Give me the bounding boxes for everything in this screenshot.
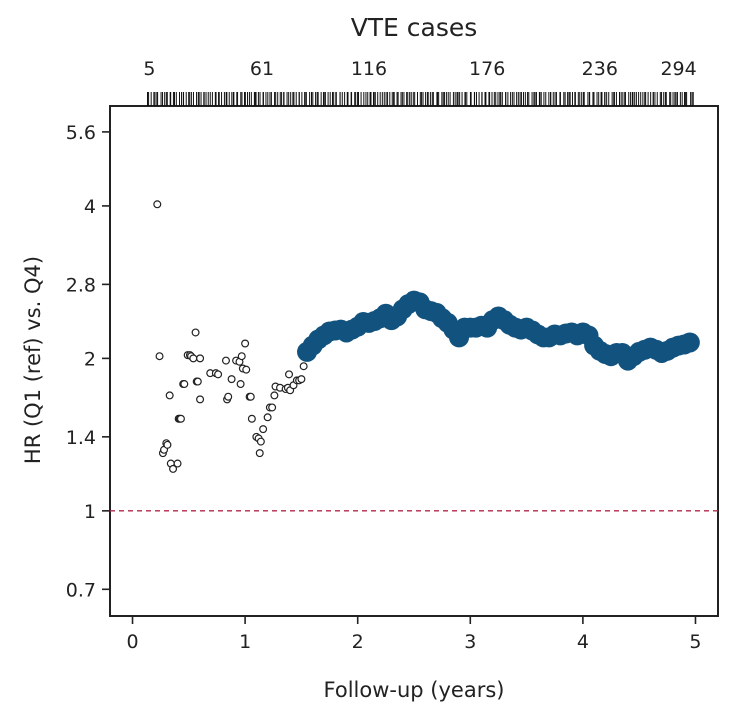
y-tick-label: 1.4 — [66, 427, 96, 449]
early-estimate-point — [237, 352, 246, 361]
top-tick-label: 294 — [660, 58, 696, 80]
rug-marks — [147, 92, 694, 106]
y-tick-label: 2.8 — [66, 274, 96, 296]
x-tick-label: 2 — [352, 631, 364, 653]
early-estimate-point — [256, 437, 265, 446]
early-estimate-point — [189, 354, 198, 363]
early-estimate-point — [180, 380, 189, 389]
early-estimate-point — [196, 395, 205, 404]
early-estimate-point — [176, 414, 185, 423]
early-estimate-point — [214, 370, 223, 379]
early-estimate-point — [263, 413, 272, 422]
y-tick-label: 4 — [84, 196, 96, 218]
y-tick-label: 2 — [84, 348, 96, 370]
early-estimate-point — [299, 362, 308, 371]
early-estimate-point — [270, 391, 279, 400]
early-estimate-point — [196, 354, 205, 363]
early-estimate-point — [153, 200, 162, 209]
early-estimate-point — [191, 328, 200, 337]
early-estimate-point — [155, 352, 164, 361]
fitted-hr-point — [679, 332, 700, 353]
top-tick-label: 61 — [250, 58, 274, 80]
early-estimate-point — [169, 464, 178, 473]
top-tick-label: 176 — [469, 58, 505, 80]
y-tick-label: 1 — [84, 501, 96, 523]
early-estimate-point — [242, 365, 251, 374]
early-estimate-point — [163, 440, 172, 449]
early-estimate-point — [247, 414, 256, 423]
x-axis-title: Follow-up (years) — [324, 678, 505, 702]
early-estimate-point — [236, 380, 245, 389]
early-estimate-point — [193, 377, 202, 386]
early-estimate-point — [268, 403, 277, 412]
early-estimate-point — [241, 339, 250, 348]
top-tick-label: 5 — [143, 58, 155, 80]
early-estimate-point — [259, 425, 268, 434]
early-estimate-point — [165, 391, 174, 400]
y-tick-label: 0.7 — [66, 579, 96, 601]
x-tick-label: 0 — [126, 631, 138, 653]
early-estimate-point — [255, 449, 264, 458]
x-tick-label: 4 — [577, 631, 589, 653]
x-tick-label: 1 — [239, 631, 251, 653]
y-tick-label: 5.6 — [66, 122, 96, 144]
early-estimate-point — [224, 392, 233, 401]
top-axis-title: VTE cases — [351, 13, 478, 42]
x-tick-label: 3 — [464, 631, 476, 653]
top-tick-label: 116 — [351, 58, 387, 80]
top-tick-label: 236 — [582, 58, 618, 80]
plot-area — [109, 105, 719, 617]
early-estimate-point — [227, 375, 236, 384]
early-estimate-point — [297, 375, 306, 384]
y-axis-title: HR (Q1 (ref) vs. Q4) — [21, 256, 45, 464]
plot-frame — [109, 105, 719, 617]
x-tick-label: 5 — [689, 631, 701, 653]
early-estimate-point — [246, 392, 255, 401]
early-estimate-point — [285, 370, 294, 379]
early-estimate-point — [221, 356, 230, 365]
early-estimate-point — [173, 459, 182, 468]
